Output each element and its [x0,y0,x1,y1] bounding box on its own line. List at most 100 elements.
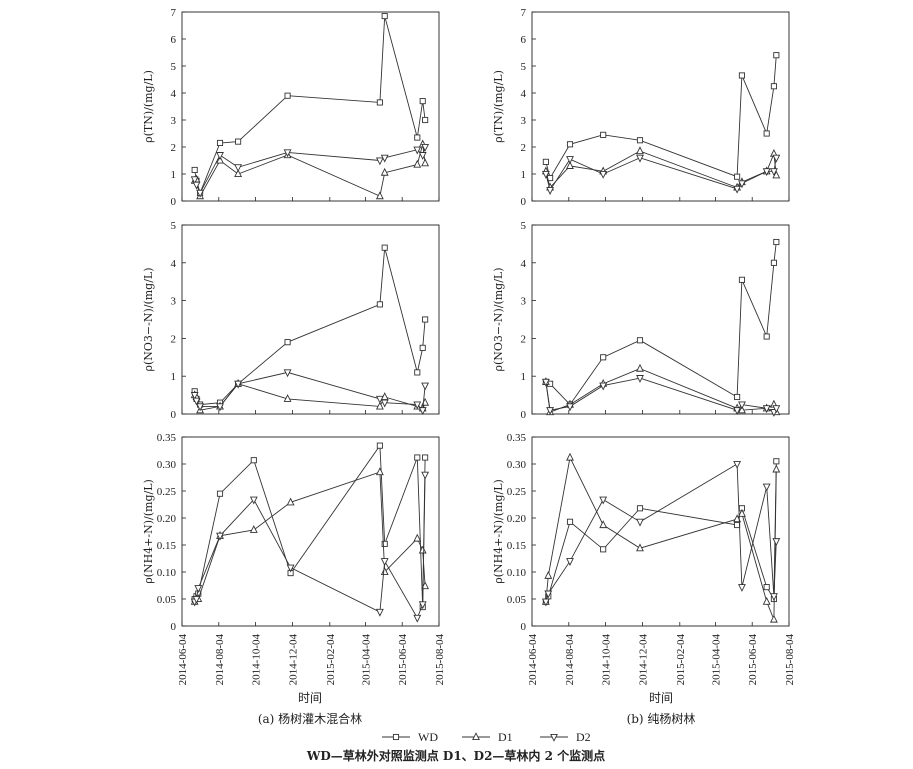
legend-marker-D1 [472,732,480,741]
y-tick-label: 4 [521,88,527,100]
data-point-D1 [769,614,778,623]
x-tick-label: 2015-04-04 [360,634,372,686]
series-line-WD [545,241,777,406]
data-point-WD [600,131,607,138]
data-point-WD [636,337,644,344]
data-point-D2 [738,180,746,189]
series-line-WD [545,55,777,180]
y-tick-label: 0.30 [157,459,177,471]
y-tick-label: 3 [521,115,527,127]
series-line-D2 [545,157,777,192]
series-D2 [190,471,430,623]
data-point-WD [216,139,224,147]
chart-b-row-1: 0 1 2 3 4 5 ρ(NO3−-N)/(mg/L) [492,220,790,421]
data-point-D2 [216,152,224,160]
data-point-D2 [234,380,243,389]
y-axis-label: ρ(NO3−-N)/(mg/L) [142,267,155,371]
y-axis-label: ρ(TN)/(mg/L) [142,70,155,143]
data-point-D1 [375,467,384,476]
data-point-WD [216,490,224,497]
data-point-D1 [636,543,644,552]
legend-label-WD: WD [418,730,438,744]
x-tick-label: 2015-08-04 [434,634,446,686]
data-point-WD [284,92,291,99]
data-point-D2 [192,181,201,190]
x-tick-label: 2014-10-04 [601,634,613,686]
y-tick-label: 1 [521,371,527,383]
y-tick-label: 2 [171,333,177,345]
data-point-WD [422,316,429,323]
data-point-D2 [192,595,201,604]
data-point-D2 [566,558,574,567]
plot-frame [531,224,790,415]
series-line-D1 [194,471,426,602]
y-axis-label: ρ(TN)/(mg/L) [492,70,505,143]
data-point-D2 [190,176,199,185]
y-tick-label: 0.05 [157,594,177,606]
data-point-D2 [380,558,389,567]
x-tick-label: 2014-12-04 [637,634,649,686]
plot-area: 0 1 2 3 4 5 6 7 ρ(TN)/(mg/L) 0 1 2 3 4 5 6 7 ρ(TN)/(mg/L)… [142,7,796,685]
data-point-D1 [733,514,742,523]
legend-marker-D2 [550,733,558,742]
plot-frame [181,11,440,202]
data-point-WD [414,369,421,376]
data-point-D2 [375,395,384,404]
y-tick-label: 2 [521,333,527,345]
series-D1 [190,467,430,605]
data-point-D2 [418,601,427,610]
chart-b-row-2: 0 0.05 0.10 0.15 0.20 0.25 0.30 0.35 2014-06-04 2… [492,432,796,685]
y-tick-label: 7 [521,7,527,19]
data-point-D2 [599,382,608,391]
data-point-D1 [375,401,384,410]
data-point-WD [773,238,780,246]
x-tick-label: 2014-08-04 [214,634,226,686]
data-point-D2 [772,405,781,414]
data-point-D2 [566,156,574,164]
data-point-D2 [413,146,422,155]
data-point-D2 [769,593,778,602]
data-point-D2 [418,407,427,416]
data-point-WD [763,130,770,137]
legend-marker-WD [392,733,400,741]
series-WD [191,442,429,611]
data-point-WD [566,141,574,148]
data-point-WD [566,518,574,525]
x-tick-label: 2015-06-04 [747,634,759,686]
data-point-D2 [769,168,778,177]
data-point-D2 [541,598,550,607]
data-point-WD [763,333,770,340]
data-point-D2 [636,375,644,383]
series-line-D2 [194,371,426,412]
data-point-D2 [286,564,295,573]
data-point-D2 [194,585,203,594]
data-point-D2 [421,382,430,391]
series-WD [191,244,429,408]
chart-a-row-1: 0 1 2 3 4 5 ρ(NO3−-N)/(mg/L) [142,220,440,421]
series-line-D1 [545,456,777,620]
data-point-WD [600,354,607,361]
data-point-D2 [413,401,422,410]
y-tick-label: 2 [171,142,177,154]
y-tick-label: 0 [521,409,527,421]
data-point-D1 [380,567,389,576]
data-point-D1 [375,191,384,200]
data-point-WD [419,98,426,105]
y-tick-label: 0.15 [157,540,177,552]
data-point-D1 [599,520,608,529]
data-point-D2 [762,168,771,177]
series-WD [542,52,780,182]
y-tick-label: 0.35 [507,432,527,444]
data-point-WD [738,276,745,283]
series-line-WD [194,15,426,195]
plot-frame [181,224,440,415]
series-D2 [541,154,781,196]
data-point-D2 [375,608,384,617]
data-point-WD [738,72,745,79]
series-D1 [541,363,781,416]
data-point-D2 [421,143,430,152]
caption-a-text: (a) 杨树灌木混合林 [258,711,362,726]
data-point-D1 [738,508,746,517]
data-point-WD [414,134,421,141]
x-tick-label: 2015-02-04 [675,634,687,686]
